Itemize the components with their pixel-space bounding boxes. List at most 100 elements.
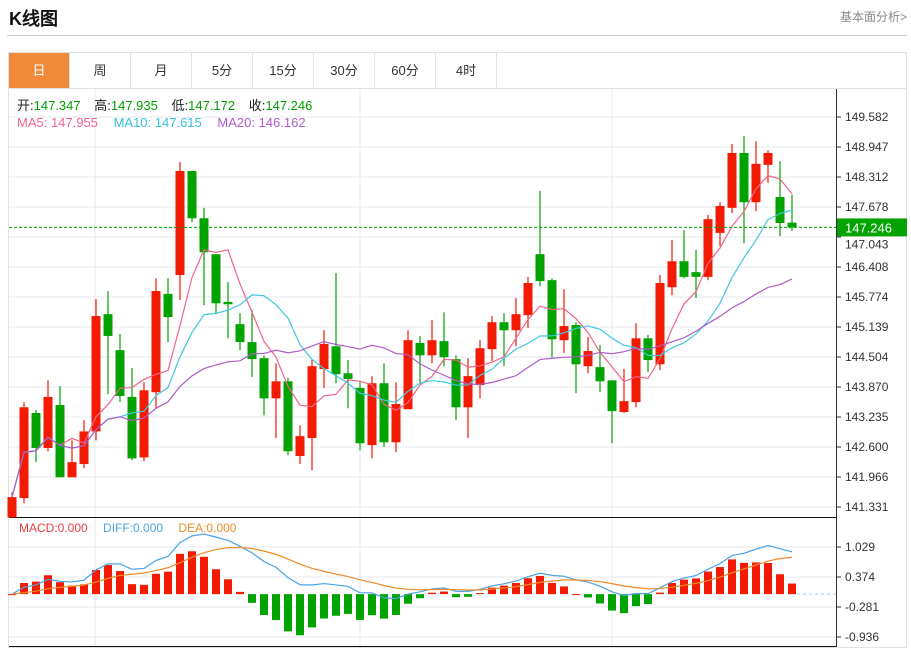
candle-down — [331, 346, 341, 375]
macd-bar — [176, 553, 184, 595]
macd-bar — [740, 562, 748, 595]
candle-up — [703, 219, 713, 277]
macd-bar — [356, 594, 364, 620]
macd-bar — [284, 594, 292, 632]
tab-week[interactable]: 周 — [70, 53, 131, 88]
candle-down — [379, 383, 389, 443]
ohlc-legend: 开:147.347 高:147.935 低:147.172 收:147.246 … — [17, 97, 322, 131]
candle-up — [475, 348, 485, 386]
macd-bar — [44, 575, 52, 595]
macd-bar — [20, 583, 28, 595]
macd-bar — [584, 594, 592, 598]
fundamental-analysis-link[interactable]: 基本面分析> — [839, 10, 907, 24]
open-label: 开: — [17, 98, 34, 113]
candle-up — [295, 436, 305, 456]
price-tick-label: 148.947 — [845, 140, 889, 154]
macd-bar — [404, 594, 412, 604]
macd-bar — [476, 593, 484, 595]
macd-bar — [236, 591, 244, 595]
candle-up — [391, 404, 401, 443]
diff-line — [11, 533, 793, 600]
dea-value: DEA:0.000 — [178, 521, 237, 535]
macd-tick-label: 0.374 — [845, 570, 875, 584]
candle-down — [607, 380, 617, 412]
candle-down — [283, 381, 293, 452]
price-tick-label: 144.504 — [845, 350, 889, 364]
price-tick-label: 143.235 — [845, 410, 889, 424]
candle-up — [631, 338, 641, 403]
price-tick-label: 145.774 — [845, 290, 889, 304]
candle-down — [439, 341, 449, 358]
macd-bar — [488, 587, 496, 595]
macd-bar — [416, 594, 424, 599]
candle-up — [139, 390, 149, 458]
macd-bar — [224, 579, 232, 595]
tab-60min[interactable]: 60分 — [375, 53, 436, 88]
candle-up — [307, 366, 317, 439]
candle-down — [787, 222, 797, 228]
macd-bar — [464, 594, 472, 597]
candle-down — [127, 396, 137, 459]
candle-down — [235, 324, 245, 343]
price-tick-label: 148.312 — [845, 170, 889, 184]
dea-line — [11, 546, 793, 595]
macd-tick-label: -0.281 — [845, 600, 879, 614]
macd-bar — [704, 571, 712, 595]
tab-30min[interactable]: 30分 — [314, 53, 375, 88]
macd-bar — [260, 594, 268, 615]
macd-bar — [788, 583, 796, 595]
candle-up — [175, 170, 185, 275]
candle-up — [523, 283, 533, 316]
candle-up — [751, 163, 761, 203]
macd-bar — [632, 594, 640, 607]
candle-down — [775, 196, 785, 223]
macd-bar — [680, 579, 688, 595]
macd-bar — [440, 591, 448, 595]
macd-bar — [692, 578, 700, 595]
tab-month[interactable]: 月 — [131, 53, 192, 88]
candle-down — [259, 358, 269, 399]
candle-down — [103, 314, 113, 336]
candle-down — [571, 325, 581, 365]
candle-down — [679, 261, 689, 277]
tab-day[interactable]: 日 — [9, 53, 70, 88]
candle-up — [487, 322, 497, 350]
macd-bar — [8, 594, 16, 596]
macd-bar — [104, 564, 112, 595]
tab-4hour[interactable]: 4时 — [436, 53, 497, 88]
macd-bar — [56, 582, 64, 595]
macd-bar — [764, 563, 772, 595]
high-value: 147.935 — [110, 98, 158, 113]
tab-5min[interactable]: 5分 — [192, 53, 253, 88]
price-tick-label: 147.043 — [845, 237, 889, 251]
candle-down — [223, 301, 233, 305]
candle-up — [319, 343, 329, 370]
candle-down — [415, 343, 425, 356]
macd-bar — [548, 582, 556, 595]
macd-bar — [152, 573, 160, 595]
tab-15min[interactable]: 15分 — [253, 53, 314, 88]
ma20-value: MA20: 146.162 — [217, 115, 306, 130]
current-price-label: 147.246 — [845, 220, 892, 235]
macd-bar — [68, 585, 76, 595]
tab-divider — [9, 88, 907, 89]
low-value: 147.172 — [188, 98, 236, 113]
candle-down — [691, 272, 701, 277]
candle-down — [211, 254, 221, 304]
candle-down — [451, 359, 461, 408]
macd-bar — [572, 594, 580, 596]
divider — [7, 35, 907, 36]
ma20-line — [11, 278, 793, 498]
macd-bar — [116, 571, 124, 595]
high-label: 高: — [94, 98, 111, 113]
candle-up — [667, 261, 677, 288]
macd-bar — [212, 569, 220, 595]
ma5-value: MA5: 147.955 — [17, 115, 98, 130]
macd-tick-label: -0.936 — [845, 630, 879, 644]
macd-bar — [164, 571, 172, 595]
ma10-line — [11, 209, 793, 498]
macd-bar — [524, 578, 532, 595]
macd-value: MACD:0.000 — [19, 521, 88, 535]
macd-bar — [716, 567, 724, 595]
